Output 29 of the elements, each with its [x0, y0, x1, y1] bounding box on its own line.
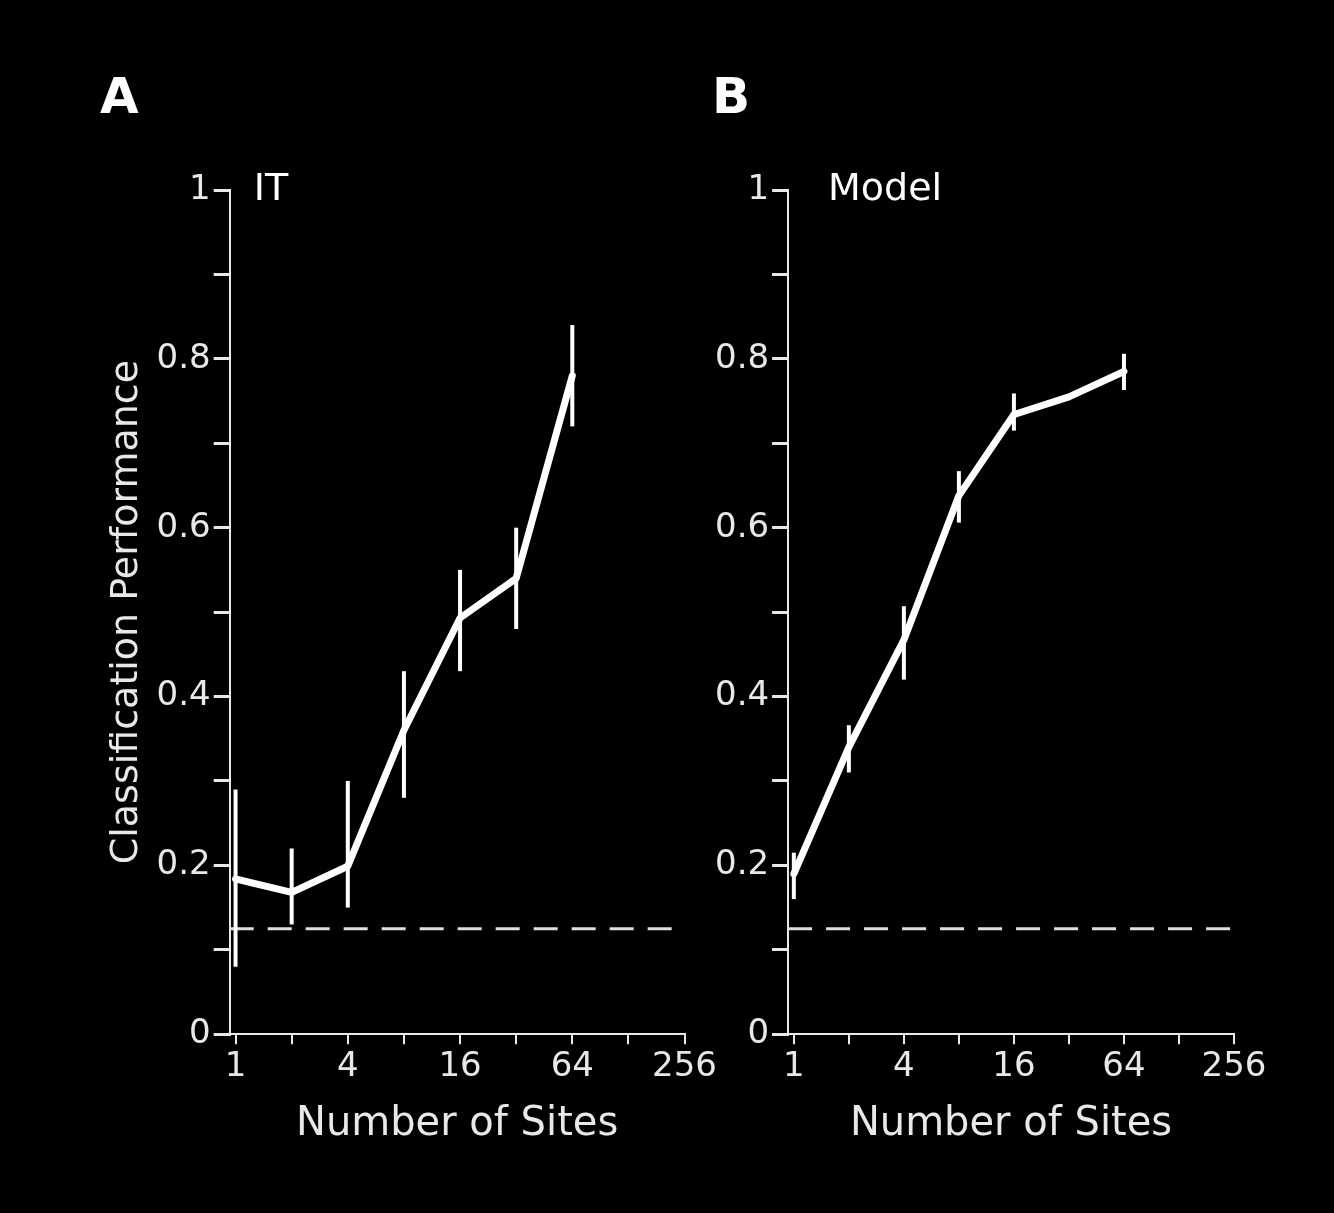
x-axis-title: Number of Sites [849, 1098, 1173, 1145]
x-tick-label: 16 [438, 1044, 482, 1085]
x-tick-label: 4 [893, 1044, 915, 1085]
chart-title: A [100, 66, 139, 125]
y-tick-label: 0.4 [714, 673, 770, 714]
x-tick-label: 1 [783, 1044, 805, 1085]
y-tick-label: 0.8 [714, 335, 770, 376]
x-tick-label: 64 [1102, 1044, 1146, 1085]
annotation: Model [828, 164, 943, 209]
y-tick-label: 0.6 [156, 504, 211, 545]
x-tick-label: 64 [550, 1044, 594, 1085]
y-tick-label: 0.6 [714, 504, 770, 545]
chart-title: B [712, 66, 751, 125]
y-tick-label: 0 [747, 1011, 770, 1052]
x-tick-label: 1 [224, 1044, 247, 1085]
x-tick-label: 16 [992, 1044, 1036, 1085]
y-tick-label: 0.2 [156, 842, 211, 883]
y-tick-label: 1 [747, 166, 770, 207]
x-tick-label: 4 [336, 1044, 359, 1085]
annotation: IT [253, 164, 289, 209]
y-tick-label: 1 [189, 166, 211, 207]
x-axis-title: Number of Sites [295, 1098, 619, 1145]
y-tick-label: 0.2 [714, 842, 770, 883]
y-tick-label: 0.4 [156, 673, 211, 714]
y-tick-label: 0.8 [156, 335, 211, 376]
y-tick-label: 0 [189, 1011, 211, 1052]
y-axis-title: Classification Performance [101, 359, 146, 865]
x-tick-label: 256 [652, 1044, 718, 1085]
x-tick-label: 256 [1201, 1044, 1267, 1085]
